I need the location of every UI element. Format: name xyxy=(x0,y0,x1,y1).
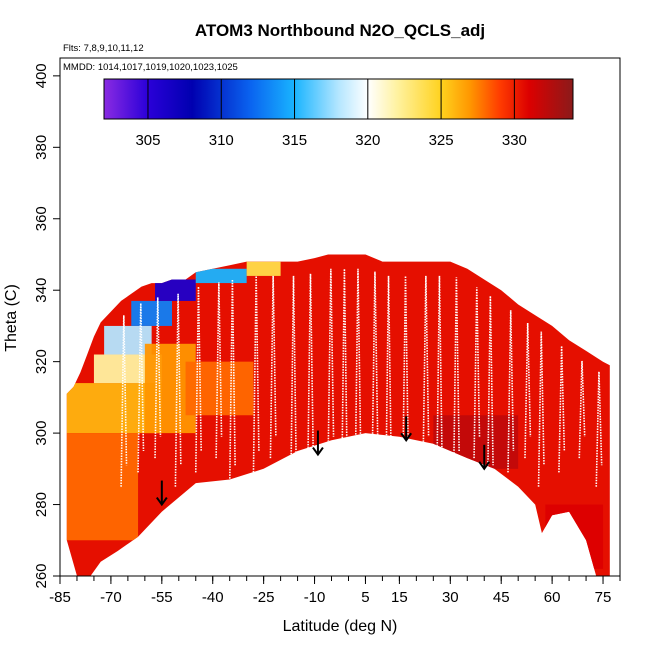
x-tick-label: -70 xyxy=(100,589,122,606)
flight-track xyxy=(215,282,223,459)
flight-track xyxy=(269,275,277,459)
flight-track xyxy=(137,303,145,473)
plot-area xyxy=(66,254,610,576)
x-tick-label: -85 xyxy=(49,589,71,606)
field-cell xyxy=(185,361,254,416)
field-cell xyxy=(433,415,519,469)
field-cell xyxy=(104,325,152,355)
flight-track xyxy=(537,331,545,487)
flight-track xyxy=(507,310,515,473)
x-tick-label: -25 xyxy=(253,589,275,606)
field-coverage xyxy=(66,254,610,576)
flight-track xyxy=(327,268,335,459)
field-cell xyxy=(246,261,281,276)
flight-tracks xyxy=(120,268,603,487)
plot-frame xyxy=(59,57,621,577)
field-cell xyxy=(131,300,172,326)
x-tick-label: 30 xyxy=(442,589,459,606)
flight-track xyxy=(174,293,182,487)
chart-title: ATOM3 Northbound N2O_QCLS_adj xyxy=(195,21,485,40)
x-tick-label: 75 xyxy=(595,589,612,606)
x-axis-label: Latitude (deg N) xyxy=(283,618,398,635)
y-axis: 260 280 300 320 340 360 380 400 xyxy=(33,63,60,589)
x-tick-label: -40 xyxy=(202,589,224,606)
flight-track xyxy=(452,277,460,473)
flight-track xyxy=(154,297,162,459)
y-tick-label: 300 xyxy=(33,421,50,446)
y-tick-label: 380 xyxy=(33,135,50,160)
x-axis: -85 -70 -55 -40 -25 -10 5 15 30 45 60 75 xyxy=(49,576,621,606)
flight-track xyxy=(524,323,532,459)
colorbar-tick-label: 320 xyxy=(355,132,380,149)
flight-track xyxy=(435,275,443,487)
field-cell xyxy=(66,433,139,541)
x-tick-label: 5 xyxy=(361,589,369,606)
y-tick-label: 260 xyxy=(33,563,50,588)
flight-track xyxy=(120,315,128,487)
flight-track xyxy=(371,271,379,459)
down-arrow-head xyxy=(478,461,491,471)
flight-track xyxy=(354,268,362,473)
x-tick-label: -10 xyxy=(304,589,326,606)
field-cell xyxy=(545,504,604,569)
x-tick-label: 15 xyxy=(391,589,408,606)
field-cell xyxy=(155,279,196,301)
y-tick-label: 340 xyxy=(33,278,50,303)
flight-track xyxy=(306,273,314,473)
y-axis-label: Theta (C) xyxy=(3,284,20,352)
flight-track xyxy=(289,275,298,487)
down-arrow-head xyxy=(312,446,324,457)
dates-label: MMDD: 1014,1017,1019,1020,1023,1025 xyxy=(63,62,238,73)
flights-label: Flts: 7,8,9,10,11,12 xyxy=(63,43,144,54)
colorbar-tick-label: 330 xyxy=(502,132,527,149)
x-tick-label: 60 xyxy=(544,589,561,606)
flight-track xyxy=(252,275,260,473)
flight-track xyxy=(486,295,494,487)
x-tick-label: 45 xyxy=(493,589,510,606)
colorbar-tick-label: 305 xyxy=(135,132,160,149)
flight-track xyxy=(473,287,481,459)
y-tick-label: 320 xyxy=(33,349,50,374)
y-tick-label: 280 xyxy=(33,492,50,517)
flight-track xyxy=(194,286,202,473)
flight-track xyxy=(385,275,393,487)
flight-track xyxy=(422,275,430,459)
down-arrow-head xyxy=(156,496,168,507)
flight-track xyxy=(578,360,586,459)
colorbar-ramp xyxy=(103,78,574,120)
colorbar-tick-label: 315 xyxy=(282,132,307,149)
flight-track xyxy=(340,268,348,487)
colorbar-tick-label: 310 xyxy=(209,132,234,149)
colorbar-tick-label: 325 xyxy=(429,132,454,149)
flight-track xyxy=(401,275,410,473)
y-tick-label: 400 xyxy=(33,63,50,88)
x-tick-label: -55 xyxy=(151,589,173,606)
y-tick-label: 360 xyxy=(33,206,50,231)
colorbar: 305 310 315 320 325 330 xyxy=(103,78,574,149)
flight-track xyxy=(595,371,603,487)
down-arrow-head xyxy=(400,432,412,442)
field-cell xyxy=(195,268,247,284)
